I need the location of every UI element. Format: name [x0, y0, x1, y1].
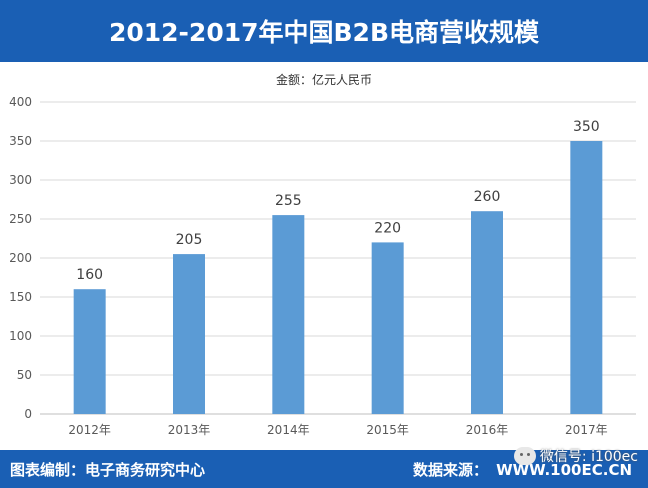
x-tick-label: 2012年	[68, 423, 111, 437]
y-tick-label: 300	[9, 173, 32, 187]
x-tick-label: 2017年	[565, 423, 608, 437]
x-axis-labels: 2012年 2013年 2014年 2015年 2016年 2017年	[68, 423, 607, 437]
chart-area: 金额：亿元人民币 0 50 100 150 200 250 300 350 400 2012年 2…	[0, 62, 648, 450]
chart-subtitle: 金额：亿元人民币	[276, 72, 372, 87]
data-label: 220	[374, 220, 401, 236]
bars	[73, 141, 603, 414]
bar	[272, 215, 305, 414]
y-tick-label: 250	[9, 212, 32, 226]
y-tick-label: 400	[9, 95, 32, 109]
y-axis-ticks: 0 50 100 150 200 250 300 350 400	[9, 95, 32, 421]
y-tick-label: 200	[9, 251, 32, 265]
bar	[173, 254, 205, 414]
grid-lines	[40, 101, 636, 415]
data-label: 255	[275, 193, 302, 209]
y-tick-label: 150	[9, 290, 32, 304]
data-label: 160	[76, 267, 103, 283]
data-label: 205	[176, 232, 203, 248]
y-tick-label: 350	[9, 134, 32, 148]
source-label: 数据来源：	[413, 461, 489, 479]
y-tick-label: 100	[9, 329, 32, 343]
watermark-text: 微信号: i100ec	[539, 449, 638, 465]
chart-title: 2012-2017年中国B2B电商营收规模	[108, 18, 540, 47]
chart-footer: 图表编制：电子商务研究中心 数据来源： WWW.100EC.CN	[0, 450, 648, 488]
bar	[471, 211, 503, 414]
y-tick-label: 0	[24, 407, 32, 421]
x-tick-label: 2013年	[168, 423, 211, 437]
source-value: WWW.100EC.CN	[496, 460, 632, 479]
source-credit: 数据来源： WWW.100EC.CN	[413, 459, 632, 480]
x-tick-label: 2014年	[267, 423, 310, 437]
bar	[570, 141, 603, 414]
data-label: 350	[573, 119, 600, 135]
compiler-credit: 图表编制：电子商务研究中心	[10, 461, 206, 479]
chart-header: 2012-2017年中国B2B电商营收规模	[0, 0, 648, 62]
data-label: 260	[474, 189, 501, 205]
bar	[371, 242, 404, 414]
wechat-watermark: 微信号: i100ec	[513, 446, 638, 466]
x-tick-label: 2016年	[466, 423, 509, 437]
data-labels: 160 205 255 220 260 350	[76, 119, 599, 283]
x-tick-label: 2015年	[366, 423, 409, 437]
bar	[73, 289, 106, 414]
y-tick-label: 50	[17, 368, 32, 382]
wechat-icon	[513, 447, 536, 465]
